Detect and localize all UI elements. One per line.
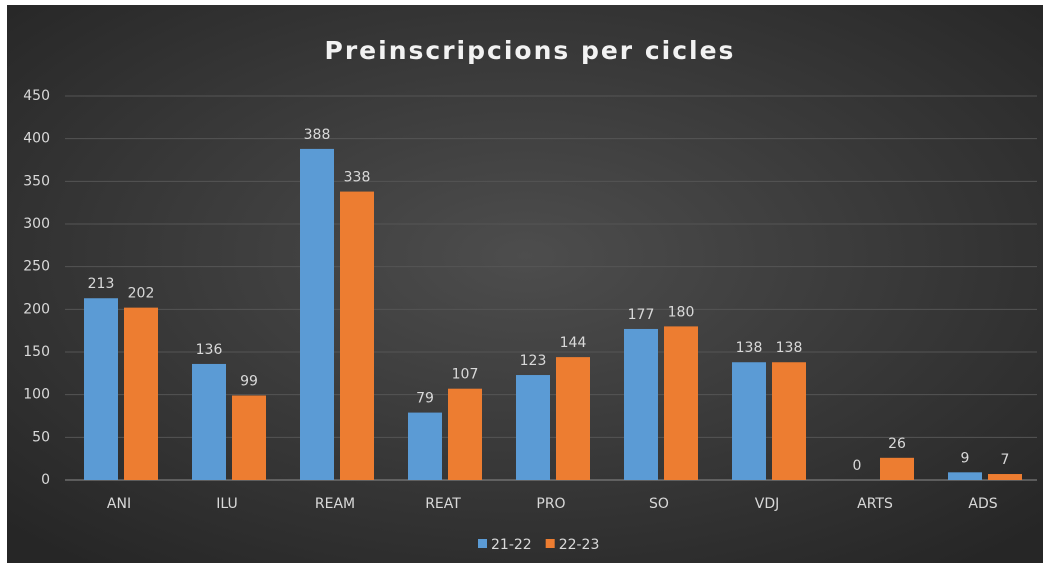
- y-tick-label: 50: [32, 429, 50, 445]
- bar: [340, 191, 374, 480]
- bar: [732, 362, 766, 480]
- data-label: 213: [88, 276, 115, 292]
- bar: [448, 388, 482, 480]
- data-label: 138: [776, 340, 803, 356]
- bar: [664, 326, 698, 480]
- bar: [880, 457, 914, 480]
- bar: [232, 395, 266, 480]
- y-tick-label: 350: [23, 173, 50, 189]
- x-tick-label: REAM: [315, 496, 355, 512]
- data-label: 99: [240, 374, 258, 390]
- x-tick-label: ANI: [107, 496, 131, 512]
- x-tick-label: REAT: [425, 496, 461, 512]
- x-tick-label: PRO: [536, 496, 565, 512]
- data-label: 177: [628, 307, 655, 323]
- data-label: 388: [304, 127, 331, 143]
- y-tick-label: 450: [23, 88, 50, 104]
- y-tick-label: 150: [23, 344, 50, 360]
- data-label: 9: [961, 450, 970, 466]
- y-tick-label: 0: [41, 472, 50, 488]
- bar: [192, 363, 226, 480]
- data-label: 123: [520, 353, 547, 369]
- y-tick-label: 300: [23, 216, 50, 232]
- data-label: 7: [1001, 452, 1010, 468]
- y-tick-label: 200: [23, 301, 50, 317]
- x-tick-label: ADS: [968, 496, 997, 512]
- y-tick-label: 400: [23, 131, 50, 147]
- bar: [948, 472, 982, 480]
- data-label: 338: [344, 170, 371, 186]
- x-tick-label: ILU: [216, 496, 237, 512]
- x-tick-label: SO: [649, 496, 669, 512]
- legend-label: 21-22: [491, 537, 532, 553]
- x-tick-label: VDJ: [755, 496, 780, 512]
- data-label: 144: [560, 335, 587, 351]
- bar: [772, 362, 806, 480]
- data-label: 136: [196, 342, 223, 358]
- bar: [84, 298, 118, 480]
- bar: [300, 148, 334, 480]
- bar: [988, 474, 1022, 480]
- data-label: 180: [668, 304, 695, 320]
- bar: [624, 328, 658, 480]
- bar: [124, 307, 158, 480]
- legend-swatch: [545, 539, 555, 548]
- bar: [556, 357, 590, 480]
- x-tick-label: ARTS: [857, 496, 893, 512]
- y-tick-label: 250: [23, 259, 50, 275]
- chart-title: Preinscripcions per cicles: [325, 36, 736, 65]
- data-label: 26: [888, 436, 906, 452]
- data-label: 138: [736, 340, 763, 356]
- bar: [408, 412, 442, 480]
- data-label: 0: [853, 458, 862, 474]
- legend-swatch: [478, 539, 487, 548]
- data-label: 202: [128, 286, 155, 302]
- bar: [516, 375, 550, 480]
- data-label: 79: [416, 391, 434, 407]
- legend-label: 22-23: [559, 537, 600, 553]
- data-label: 107: [452, 367, 479, 383]
- y-tick-label: 100: [23, 387, 50, 403]
